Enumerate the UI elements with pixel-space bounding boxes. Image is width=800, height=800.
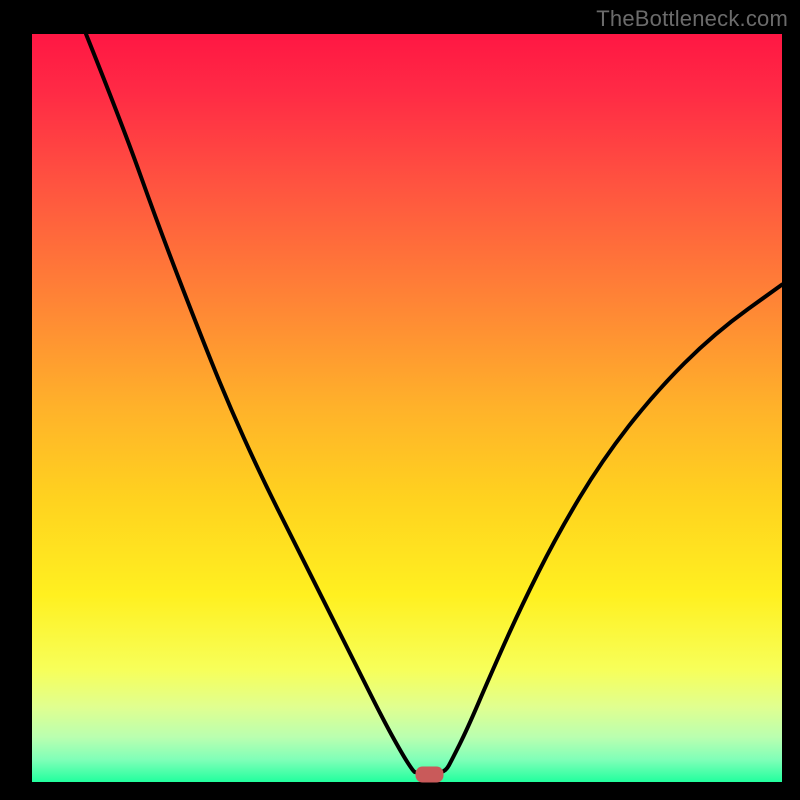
- plot-area: [32, 34, 782, 782]
- optimal-marker: [416, 767, 444, 783]
- chart-frame: TheBottleneck.com: [0, 0, 800, 800]
- watermark-text: TheBottleneck.com: [596, 6, 788, 32]
- bottleneck-chart: [0, 0, 800, 800]
